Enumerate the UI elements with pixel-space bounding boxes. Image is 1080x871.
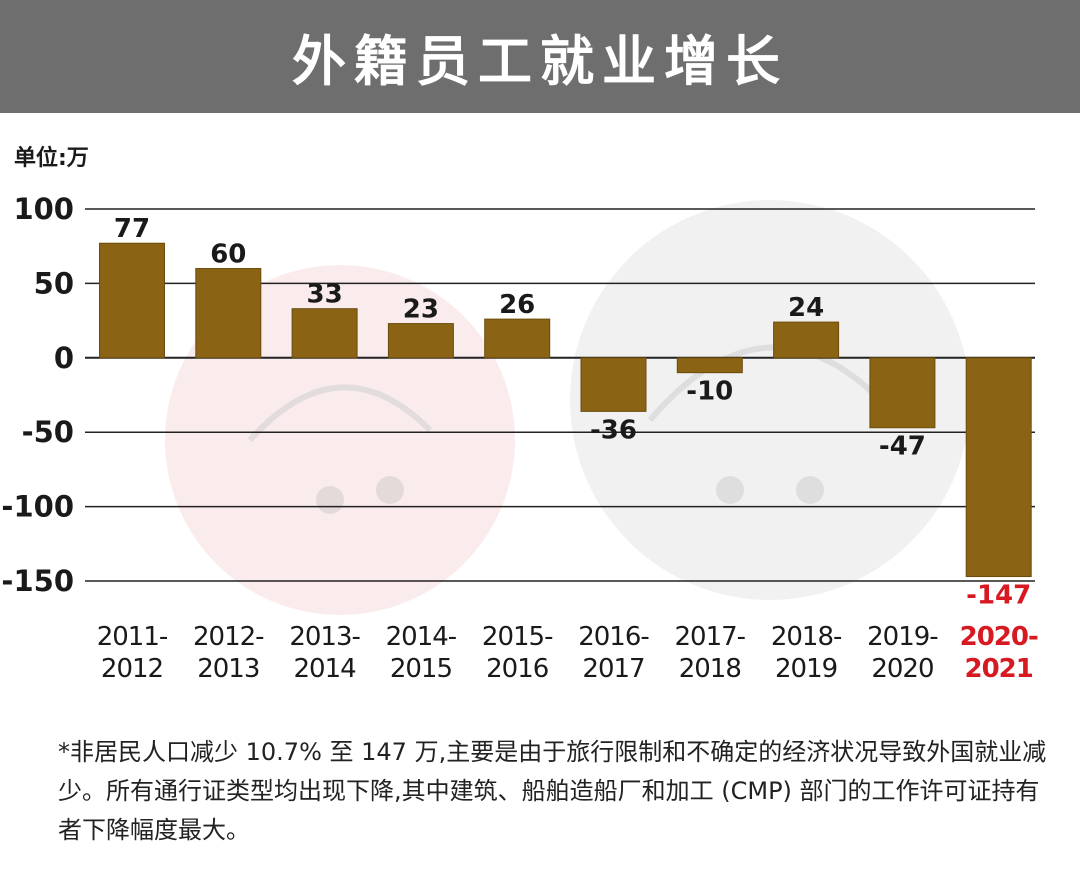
x-tick-label: 2012-	[193, 622, 264, 652]
bar	[869, 357, 936, 429]
bar-chart: 100 50 0 -50 -100 -150 77 2011-2012 60 2012-2013 3…	[1, 192, 1039, 684]
data-label: 33	[307, 280, 343, 310]
bar	[484, 318, 551, 359]
x-tick-label: 2014	[294, 654, 357, 684]
y-tick-label: -50	[22, 415, 74, 449]
data-label: -10	[686, 377, 733, 407]
x-tick-label: 2017	[582, 654, 644, 684]
x-tick-label: 2018-	[771, 622, 842, 652]
x-tick-label: 2021	[965, 654, 1033, 684]
unit-label: 单位:万	[14, 146, 89, 171]
bar	[195, 268, 262, 359]
x-tick-label: 2016	[486, 654, 548, 684]
bar	[965, 357, 1032, 578]
x-tick-label: 2015	[390, 654, 452, 684]
data-label: -47	[879, 432, 926, 462]
bar	[99, 242, 165, 359]
data-label: 60	[210, 240, 246, 270]
x-tick-label: 2011-	[97, 622, 168, 652]
x-tick-label: 2012	[101, 654, 163, 684]
x-tick-label: 2020-	[960, 622, 1038, 652]
bar	[773, 321, 840, 359]
x-tick-label: 2019	[775, 654, 837, 684]
x-tick-label: 2019-	[867, 622, 938, 652]
y-tick-label: 0	[54, 341, 74, 375]
bar	[580, 357, 647, 412]
x-tick-label: 2020	[871, 654, 933, 684]
y-tick-label: 100	[13, 192, 74, 226]
y-tick-label: -100	[1, 490, 74, 524]
y-tick-label: -150	[1, 564, 74, 598]
bar	[387, 323, 454, 359]
x-tick-label: 2016-	[578, 622, 649, 652]
data-label: -147	[966, 581, 1031, 611]
y-tick-label: 50	[34, 266, 74, 300]
data-label: 26	[499, 290, 535, 320]
bar	[291, 308, 358, 359]
x-tick-label: 2017-	[675, 622, 746, 652]
data-label: 24	[788, 293, 824, 323]
page-title: 外籍员工就业增长	[292, 30, 788, 93]
data-label: -36	[590, 415, 637, 445]
bar	[676, 357, 743, 374]
footnote: *非居民人口减少 10.7% 至 147 万,主要是由于旅行限制和不确定的经济状…	[58, 738, 1047, 844]
title-bar: 外籍员工就业增长	[0, 0, 1080, 113]
x-tick-label: 2018	[679, 654, 741, 684]
data-label: 77	[114, 214, 150, 244]
data-label: 23	[403, 295, 439, 325]
x-tick-label: 2014-	[386, 622, 457, 652]
x-tick-label: 2013-	[289, 622, 360, 652]
x-tick-label: 2013	[197, 654, 259, 684]
x-tick-label: 2015-	[482, 622, 553, 652]
